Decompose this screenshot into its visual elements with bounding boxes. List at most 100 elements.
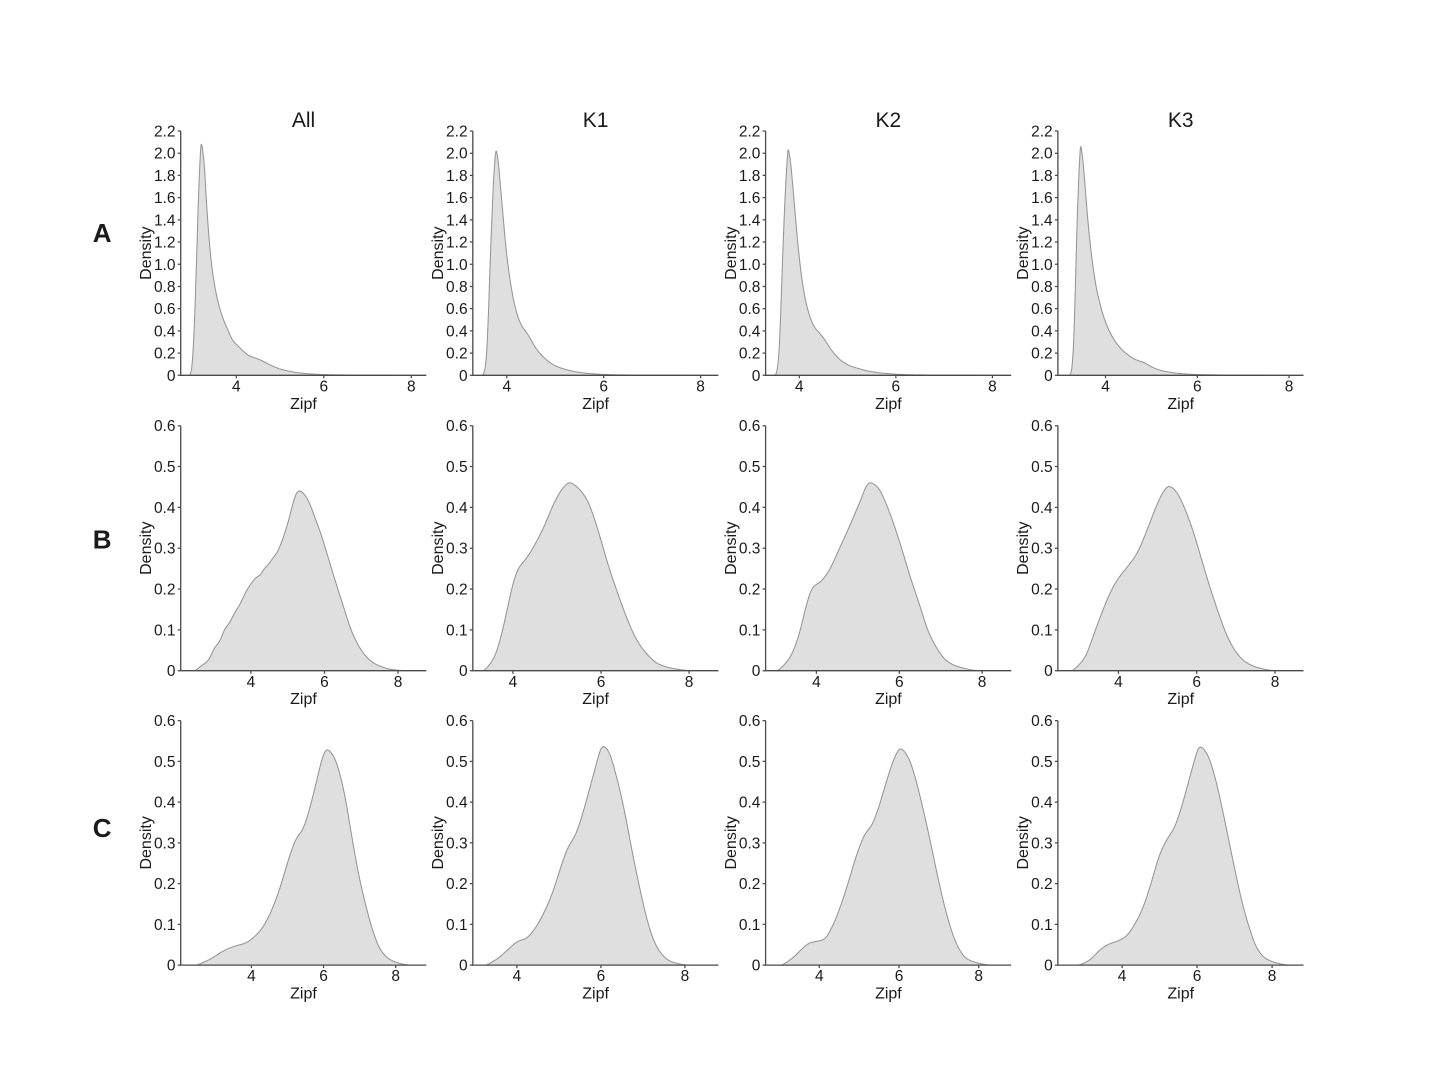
svg-text:0.3: 0.3 (739, 541, 761, 558)
svg-text:0.1: 0.1 (446, 622, 468, 639)
svg-text:0.4: 0.4 (739, 500, 761, 517)
svg-text:1.4: 1.4 (446, 212, 468, 229)
svg-text:All: All (292, 109, 315, 132)
svg-text:0.6: 0.6 (739, 713, 761, 730)
svg-text:K3: K3 (1168, 109, 1194, 132)
svg-text:0.5: 0.5 (446, 459, 468, 476)
svg-text:4: 4 (247, 968, 256, 985)
svg-text:0.4: 0.4 (154, 795, 176, 812)
svg-text:0.8: 0.8 (739, 279, 761, 296)
svg-text:Density: Density (430, 816, 447, 869)
svg-text:8: 8 (1285, 378, 1294, 395)
svg-text:2.2: 2.2 (1031, 124, 1053, 141)
svg-text:Density: Density (1015, 816, 1032, 869)
svg-text:8: 8 (681, 968, 690, 985)
svg-text:Zipf: Zipf (582, 396, 609, 413)
svg-text:4: 4 (509, 674, 518, 691)
svg-text:0.2: 0.2 (154, 346, 176, 363)
svg-text:0.1: 0.1 (154, 917, 176, 934)
svg-text:1.4: 1.4 (739, 212, 761, 229)
svg-text:Density: Density (138, 522, 155, 575)
svg-text:0.6: 0.6 (154, 301, 176, 318)
svg-text:0.8: 0.8 (446, 279, 468, 296)
svg-text:Zipf: Zipf (1167, 986, 1194, 1003)
svg-text:0.6: 0.6 (739, 301, 761, 318)
svg-text:0.3: 0.3 (446, 835, 468, 852)
svg-text:8: 8 (1268, 968, 1277, 985)
svg-text:8: 8 (685, 674, 694, 691)
svg-text:Zipf: Zipf (875, 691, 902, 708)
svg-text:0.2: 0.2 (446, 346, 468, 363)
svg-text:0.5: 0.5 (154, 459, 176, 476)
svg-text:0.4: 0.4 (446, 500, 468, 517)
svg-text:Density: Density (723, 226, 740, 279)
svg-text:0.1: 0.1 (739, 622, 761, 639)
svg-text:0.6: 0.6 (446, 418, 468, 435)
svg-text:8: 8 (391, 968, 400, 985)
svg-text:Density: Density (1015, 522, 1032, 575)
svg-text:0.4: 0.4 (446, 323, 468, 340)
svg-text:4: 4 (1101, 378, 1110, 395)
svg-text:6: 6 (1192, 674, 1201, 691)
svg-text:0.3: 0.3 (154, 541, 176, 558)
svg-text:1.0: 1.0 (154, 257, 176, 274)
svg-text:6: 6 (319, 378, 328, 395)
svg-text:0.5: 0.5 (1031, 459, 1053, 476)
svg-text:Density: Density (138, 816, 155, 869)
svg-text:4: 4 (1114, 674, 1123, 691)
svg-text:0.2: 0.2 (739, 582, 761, 599)
svg-text:0.6: 0.6 (446, 713, 468, 730)
svg-text:2.0: 2.0 (739, 146, 761, 163)
svg-text:6: 6 (895, 674, 904, 691)
svg-text:1.0: 1.0 (446, 257, 468, 274)
svg-text:0.4: 0.4 (739, 323, 761, 340)
svg-text:0.4: 0.4 (154, 500, 176, 517)
svg-text:1.8: 1.8 (154, 168, 176, 185)
svg-text:0.2: 0.2 (446, 582, 468, 599)
svg-text:4: 4 (1118, 968, 1127, 985)
svg-text:0: 0 (1044, 368, 1053, 385)
svg-text:8: 8 (988, 378, 997, 395)
svg-text:C: C (93, 813, 112, 843)
svg-text:2.2: 2.2 (154, 124, 176, 141)
svg-text:0.6: 0.6 (154, 713, 176, 730)
svg-text:Zipf: Zipf (582, 691, 609, 708)
svg-text:6: 6 (895, 968, 904, 985)
svg-text:1.6: 1.6 (1031, 190, 1053, 207)
svg-text:0.8: 0.8 (154, 279, 176, 296)
svg-text:6: 6 (597, 674, 606, 691)
svg-text:2.0: 2.0 (1031, 146, 1053, 163)
svg-text:B: B (93, 525, 112, 555)
svg-text:2.0: 2.0 (154, 146, 176, 163)
svg-text:K1: K1 (583, 109, 609, 132)
svg-text:8: 8 (974, 968, 983, 985)
svg-text:0: 0 (752, 958, 761, 975)
svg-text:0.4: 0.4 (446, 795, 468, 812)
svg-text:Density: Density (430, 226, 447, 279)
svg-text:6: 6 (597, 968, 606, 985)
svg-text:Density: Density (430, 522, 447, 575)
svg-text:8: 8 (1271, 674, 1280, 691)
svg-text:0.3: 0.3 (739, 835, 761, 852)
svg-text:0.5: 0.5 (154, 754, 176, 771)
svg-text:0.1: 0.1 (446, 917, 468, 934)
svg-text:Zipf: Zipf (875, 396, 902, 413)
svg-text:4: 4 (502, 378, 511, 395)
svg-text:6: 6 (1193, 968, 1202, 985)
svg-text:1.4: 1.4 (154, 212, 176, 229)
svg-text:8: 8 (407, 378, 416, 395)
svg-text:K2: K2 (876, 109, 902, 132)
svg-text:Zipf: Zipf (290, 691, 317, 708)
svg-text:0.4: 0.4 (154, 323, 176, 340)
svg-text:0.6: 0.6 (739, 418, 761, 435)
svg-text:0.2: 0.2 (154, 876, 176, 893)
svg-text:0: 0 (459, 368, 468, 385)
svg-text:Zipf: Zipf (582, 986, 609, 1003)
svg-text:8: 8 (394, 674, 403, 691)
svg-text:0.2: 0.2 (1031, 346, 1053, 363)
svg-text:0.6: 0.6 (1031, 418, 1053, 435)
svg-text:Zipf: Zipf (875, 986, 902, 1003)
svg-text:Density: Density (723, 816, 740, 869)
svg-text:4: 4 (815, 968, 824, 985)
svg-text:Zipf: Zipf (290, 986, 317, 1003)
